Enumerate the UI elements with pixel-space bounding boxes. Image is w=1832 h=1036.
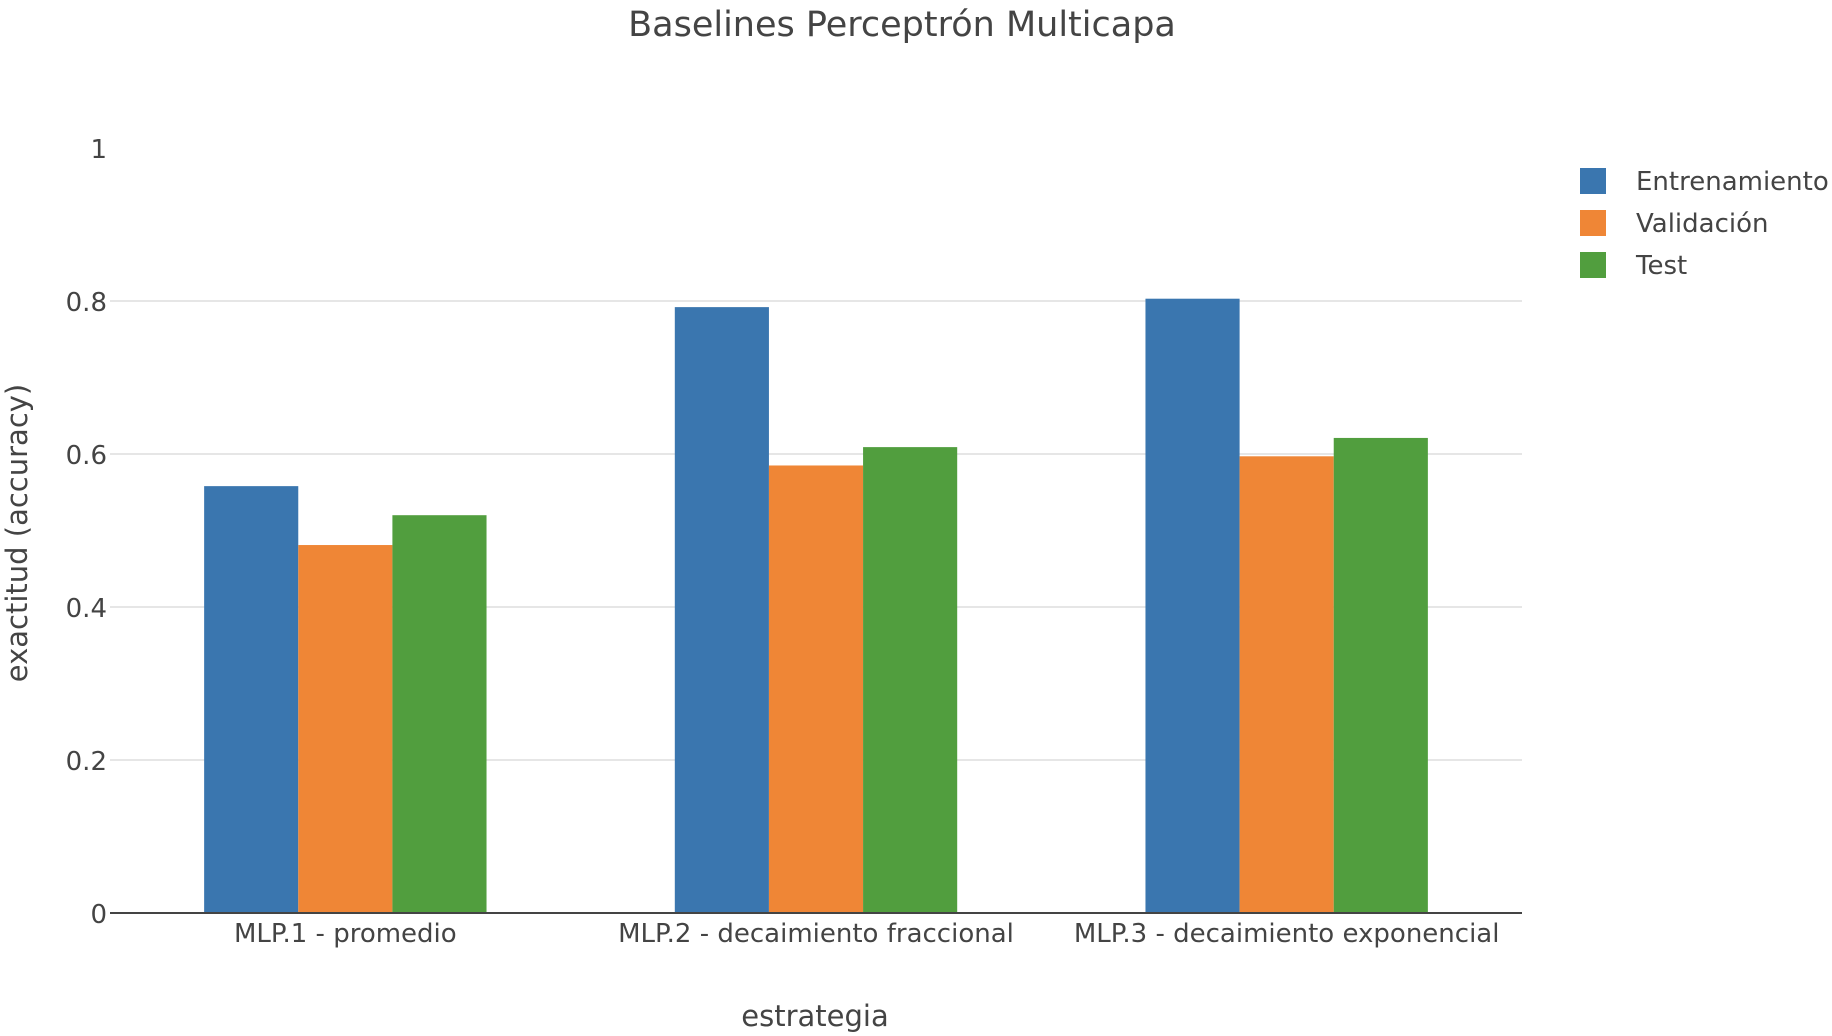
bar-3-3 [1333, 437, 1428, 913]
bar-1-2 [674, 307, 769, 913]
y-tick-label: 0.4 [66, 594, 107, 624]
chart-title: Baselines Perceptrón Multicapa [628, 5, 1176, 45]
x-axis-ticks: MLP.1 - promedio MLP.2 - decaimiento frac… [234, 919, 1500, 949]
legend-label: Test [1635, 251, 1687, 281]
y-axis-title: exactitud (accuracy) [0, 384, 34, 682]
y-tick-label: 0.6 [66, 441, 107, 471]
x-axis-title: estrategia [741, 999, 888, 1033]
legend-swatch [1580, 168, 1606, 194]
x-tick-label: MLP.1 - promedio [234, 919, 457, 949]
y-tick-label: 0.2 [66, 747, 107, 777]
bar-3-2 [863, 447, 958, 913]
y-axis-ticks: 0 0.2 0.4 0.6 0.8 1 [66, 135, 107, 930]
legend-label: Entrenamiento [1636, 167, 1829, 197]
bar-3-1 [392, 515, 487, 913]
legend-swatch [1580, 210, 1606, 236]
legend-swatch [1580, 252, 1606, 278]
bars [204, 298, 1428, 914]
x-tick-label: MLP.3 - decaimiento exponencial [1074, 919, 1500, 949]
bar-1-3 [1145, 298, 1240, 914]
bar-2-1 [298, 545, 393, 913]
legend-label: Validación [1636, 209, 1769, 239]
x-tick-label: MLP.2 - decaimiento fraccional [618, 919, 1014, 949]
y-tick-label: 0.8 [66, 288, 107, 318]
bar-2-2 [768, 465, 864, 913]
bar-1-1 [204, 486, 299, 913]
y-tick-label: 1 [90, 135, 107, 165]
y-tick-label: 0 [90, 900, 107, 930]
bar-2-3 [1239, 456, 1334, 913]
legend: Entrenamiento Validación Test [1580, 167, 1829, 281]
